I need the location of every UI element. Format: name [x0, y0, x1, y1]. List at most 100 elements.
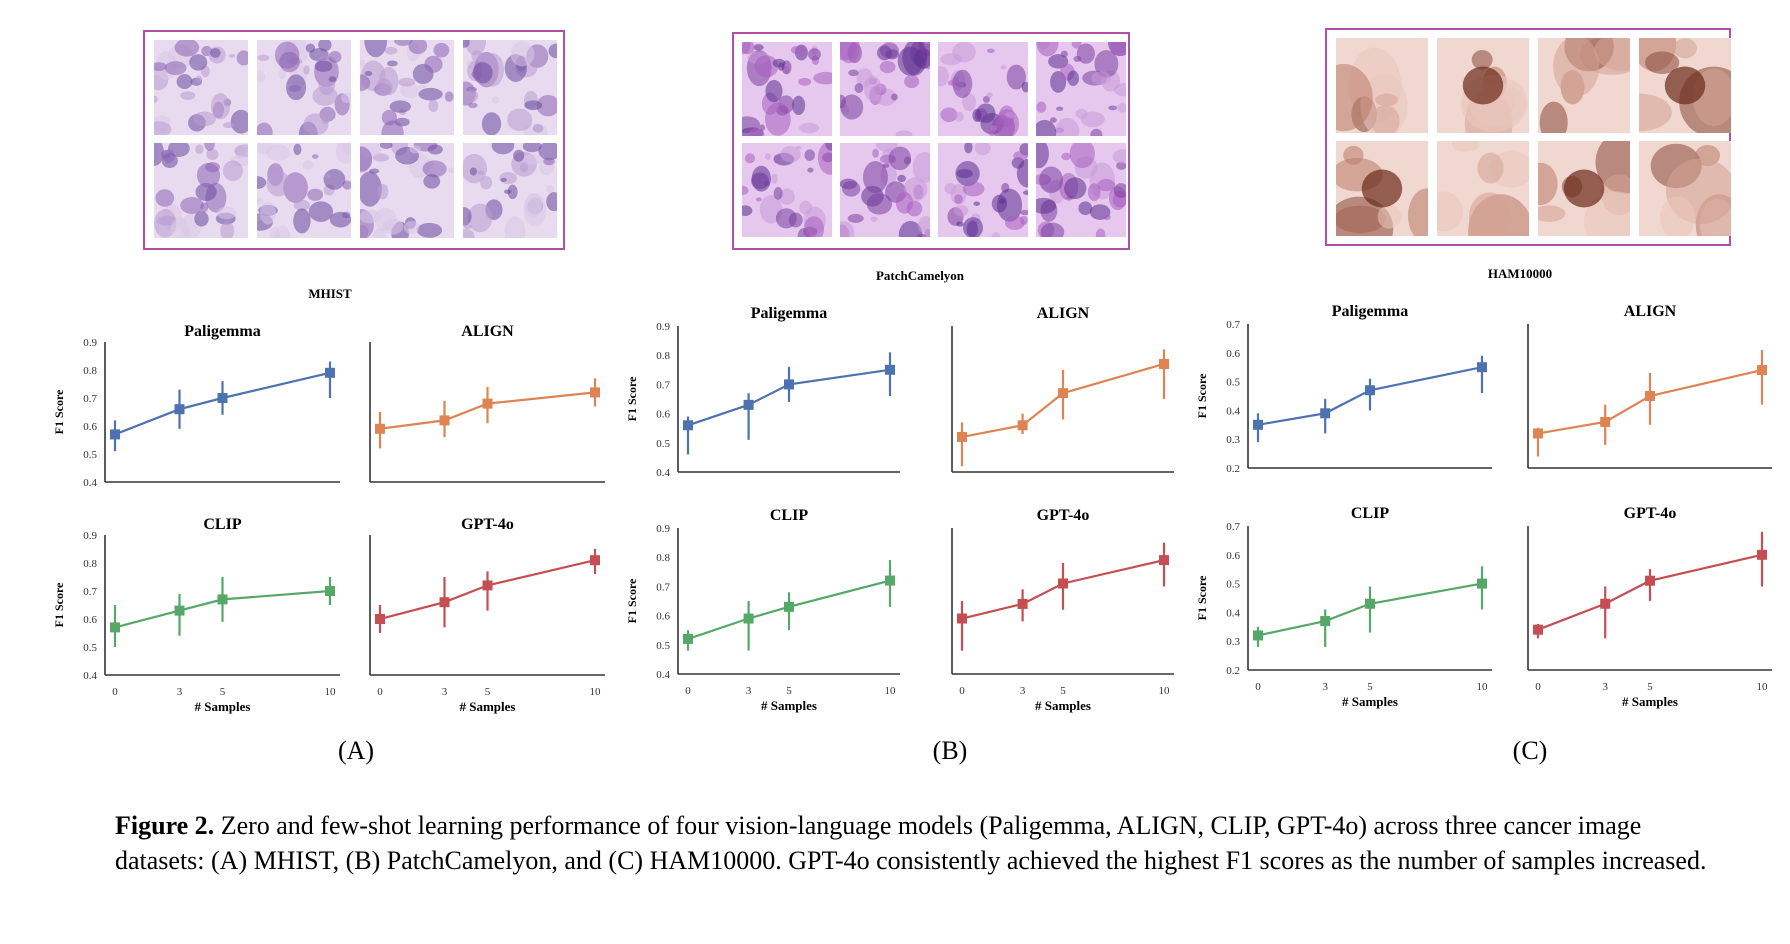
y-tick-label: 0.5: [83, 449, 97, 461]
series-line: [114, 589, 331, 629]
data-point: [1645, 575, 1655, 586]
x-tick-label: 3: [746, 685, 752, 697]
dataset-title: PatchCamelyon: [875, 268, 965, 283]
x-tick-label: 0: [685, 685, 691, 697]
sample-image: [742, 42, 832, 136]
data-point: [1645, 391, 1655, 401]
sample-image: [463, 143, 557, 238]
data-point: [325, 586, 335, 596]
y-tick-label: 0.7: [83, 586, 97, 598]
y-tick-label: 0.3: [1226, 434, 1240, 446]
data-point: [743, 399, 754, 410]
y-tick-label: 0.4: [1226, 607, 1240, 619]
y-tick-label: 0.6: [656, 409, 670, 421]
y-tick-label: 0.6: [656, 611, 670, 623]
subplot-gpt-4o: GPT-4o 0 3 5 10 # Samples: [1527, 505, 1772, 709]
subplot-title: ALIGN: [1037, 305, 1090, 322]
data-point: [1159, 358, 1169, 369]
subplot-align: ALIGN: [1527, 303, 1772, 469]
x-tick-label: 0: [959, 685, 965, 697]
data-point: [1017, 598, 1028, 609]
x-tick-label: 0: [1535, 681, 1541, 693]
subplot-clip: CLIP 0.9 0.8 0.7 0.6 0.5 0.4 F1 Score 0 3 5 10 # Sam…: [55, 516, 340, 714]
x-axis-label: # Samples: [195, 699, 251, 714]
y-tick-label: 0.5: [1226, 579, 1240, 591]
subplot-paligemma: Paligemma 0.9 0.8 0.7 0.6 0.5 0.4 F1 Score: [55, 323, 340, 489]
series-line: [687, 579, 891, 641]
y-axis-label: F1 Score: [55, 582, 66, 627]
series-line: [1257, 582, 1483, 637]
sample-image: [1336, 38, 1428, 133]
series-line: [379, 559, 596, 621]
data-point: [439, 415, 450, 426]
sample-image: [1639, 38, 1731, 133]
y-tick-label: 0.8: [656, 552, 670, 564]
x-tick-label: 3: [177, 686, 183, 698]
data-point: [784, 601, 794, 612]
y-tick-label: 0.5: [656, 640, 670, 652]
sample-image: [1036, 42, 1126, 136]
series-line: [961, 559, 1165, 620]
y-tick-label: 0.4: [83, 477, 97, 489]
x-tick-label: 10: [325, 686, 337, 698]
data-point: [1058, 388, 1068, 399]
x-tick-label: 3: [1602, 681, 1608, 693]
x-tick-label: 10: [590, 686, 602, 698]
sample-image: [1036, 143, 1126, 237]
y-tick-label: 0.7: [1226, 319, 1240, 331]
x-axis-label: # Samples: [460, 699, 516, 714]
x-tick-label: 10: [885, 685, 897, 697]
subplot-title: CLIP: [770, 507, 808, 524]
y-tick-label: 0.5: [1226, 377, 1240, 389]
x-tick-label: 0: [1255, 681, 1261, 693]
data-point: [1058, 578, 1068, 589]
caption-text: Zero and few-shot learning performance o…: [115, 811, 1707, 875]
subplot-title: GPT-4o: [1624, 505, 1677, 522]
x-axis-label: # Samples: [1035, 698, 1091, 713]
data-point: [683, 633, 693, 644]
data-point: [1533, 624, 1543, 635]
y-tick-label: 0.8: [83, 558, 97, 570]
data-point: [1757, 365, 1767, 376]
data-point: [482, 580, 493, 591]
x-axis-label: # Samples: [1622, 694, 1678, 709]
image-grid-patchcamelyon: [732, 32, 1130, 250]
subplot-clip: CLIP 0.7 0.6 0.5 0.4 0.3 0.2 F1 Score 0 3 5 10 # Sam…: [1198, 505, 1492, 709]
x-axis-label: # Samples: [761, 698, 817, 713]
subplot-align: ALIGN: [951, 305, 1174, 473]
y-axis-label: F1 Score: [1198, 575, 1209, 620]
data-point: [1159, 555, 1169, 566]
series-line: [379, 391, 596, 430]
data-point: [590, 555, 600, 566]
data-point: [375, 614, 385, 624]
sample-image: [1437, 141, 1529, 236]
x-tick-label: 5: [1060, 685, 1066, 697]
x-tick-label: 10: [1477, 681, 1489, 693]
data-point: [174, 605, 185, 616]
dataset-title: HAM10000: [1487, 266, 1553, 281]
y-tick-label: 0.7: [83, 393, 97, 405]
y-tick-label: 0.6: [83, 614, 97, 626]
subplot-align: ALIGN: [369, 323, 605, 483]
data-point: [217, 393, 228, 403]
subplot-title: Paligemma: [184, 323, 260, 340]
y-tick-label: 0.7: [656, 581, 670, 593]
subplot-title: GPT-4o: [1037, 507, 1090, 524]
subplot-title: ALIGN: [1624, 303, 1677, 320]
panel-label: (A): [337, 736, 375, 765]
y-axis-label: F1 Score: [628, 578, 639, 623]
subplot-title: Paligemma: [751, 305, 827, 322]
y-tick-label: 0.4: [656, 669, 670, 681]
image-grid-mhist: [143, 30, 565, 250]
subplot-title: CLIP: [1351, 505, 1389, 522]
x-tick-label: 0: [112, 686, 118, 698]
y-tick-label: 0.5: [83, 642, 97, 654]
y-tick-label: 0.4: [656, 467, 670, 479]
subplot-paligemma: Paligemma 0.9 0.8 0.7 0.6 0.5 0.4 F1 Score: [628, 305, 900, 479]
data-point: [174, 404, 185, 415]
subplot-paligemma: Paligemma 0.7 0.6 0.5 0.4 0.3 0.2 F1 Score: [1198, 303, 1492, 475]
y-tick-label: 0.2: [1226, 463, 1240, 475]
y-tick-label: 0.4: [83, 670, 97, 682]
y-tick-label: 0.6: [1226, 348, 1240, 360]
data-point: [885, 364, 895, 375]
